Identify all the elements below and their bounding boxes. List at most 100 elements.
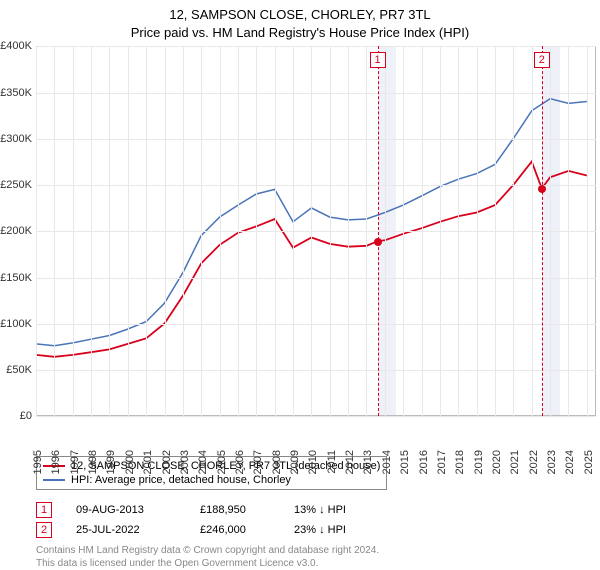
x-axis-label: 1998	[87, 450, 99, 474]
x-axis-label: 2016	[418, 450, 430, 474]
title-subtitle: Price paid vs. HM Land Registry's House …	[0, 24, 600, 42]
sale-marker-badge: 2	[534, 52, 550, 68]
gridline-v	[275, 46, 276, 416]
x-axis-label: 2019	[473, 450, 485, 474]
gridline-v	[440, 46, 441, 416]
y-axis-label: £300K	[0, 133, 32, 145]
x-axis-label: 2001	[142, 450, 154, 474]
gridline-v	[165, 46, 166, 416]
x-axis-label: 2004	[197, 450, 209, 474]
gridline-v	[348, 46, 349, 416]
gridline-v	[513, 46, 514, 416]
sale-price: £246,000	[200, 524, 270, 536]
x-axis-label: 2010	[307, 450, 319, 474]
gridline-v	[256, 46, 257, 416]
price-chart: £0£50K£100K£150K£200K£250K£300K£350K£400…	[36, 46, 596, 416]
gridline-v	[54, 46, 55, 416]
legend-row: HPI: Average price, detached house, Chor…	[43, 473, 380, 487]
footer-licence: This data is licensed under the Open Gov…	[36, 557, 590, 570]
y-axis-label: £250K	[0, 179, 32, 191]
sales-table: 1 09-AUG-2013 £188,950 13% ↓ HPI 2 25-JUL-202…	[36, 500, 590, 540]
gridline-v	[422, 46, 423, 416]
y-axis-label: £200K	[0, 225, 32, 237]
x-axis-label: 2003	[179, 450, 191, 474]
x-axis-label: 1997	[69, 450, 81, 474]
x-axis-label: 1995	[32, 450, 44, 474]
x-axis-label: 1999	[105, 450, 117, 474]
gridline-v	[128, 46, 129, 416]
gridline-v	[477, 46, 478, 416]
legend-swatch	[43, 479, 65, 481]
gridline-v	[73, 46, 74, 416]
y-axis-label: £400K	[0, 40, 32, 52]
x-axis-label: 2012	[344, 450, 356, 474]
x-axis-label: 2020	[491, 450, 503, 474]
sales-row: 1 09-AUG-2013 £188,950 13% ↓ HPI	[36, 500, 590, 520]
gridline-v	[36, 46, 37, 416]
x-axis-label: 2000	[124, 450, 136, 474]
gridline-h	[36, 185, 596, 186]
y-axis-label: £0	[20, 410, 32, 422]
gridline-v	[238, 46, 239, 416]
gridline-v	[330, 46, 331, 416]
gridline-v	[532, 46, 533, 416]
gridline-v	[183, 46, 184, 416]
sale-vs-hpi: 13% ↓ HPI	[294, 504, 384, 516]
gridline-h	[36, 324, 596, 325]
gridline-v	[293, 46, 294, 416]
footer-copyright: Contains HM Land Registry data © Crown c…	[36, 544, 590, 557]
x-axis-label: 2006	[234, 450, 246, 474]
gridline-v	[311, 46, 312, 416]
x-axis-label: 2009	[289, 450, 301, 474]
x-axis-label: 2022	[528, 450, 540, 474]
y-axis-label: £350K	[0, 87, 32, 99]
x-axis-label: 2014	[381, 450, 393, 474]
gridline-h	[36, 46, 596, 47]
gridline-v	[568, 46, 569, 416]
sale-date: 09-AUG-2013	[76, 504, 176, 516]
sale-marker-dot	[538, 185, 546, 193]
gridline-v	[109, 46, 110, 416]
gridline-h	[36, 139, 596, 140]
gridline-v	[458, 46, 459, 416]
x-axis-label: 1996	[50, 450, 62, 474]
x-axis-label: 2013	[362, 450, 374, 474]
sale-date: 25-JUL-2022	[76, 524, 176, 536]
sale-number-badge: 1	[36, 502, 52, 518]
gridline-v	[220, 46, 221, 416]
x-axis-label: 2021	[509, 450, 521, 474]
x-axis-label: 2008	[271, 450, 283, 474]
gridline-v	[587, 46, 588, 416]
y-axis-label: £150K	[0, 272, 32, 284]
sale-marker-line	[378, 46, 379, 416]
sales-row: 2 25-JUL-2022 £246,000 23% ↓ HPI	[36, 520, 590, 540]
gridline-v	[146, 46, 147, 416]
title-address: 12, SAMPSON CLOSE, CHORLEY, PR7 3TL	[0, 6, 600, 24]
gridline-v	[550, 46, 551, 416]
sale-marker-dot	[374, 238, 382, 246]
gridline-h	[36, 231, 596, 232]
x-axis-label: 2011	[326, 450, 338, 474]
gridline-h	[36, 370, 596, 371]
y-axis-label: £50K	[6, 364, 32, 376]
gridline-v	[495, 46, 496, 416]
legend-label: HPI: Average price, detached house, Chor…	[71, 474, 291, 486]
gridline-v	[201, 46, 202, 416]
x-axis-label: 2023	[546, 450, 558, 474]
x-axis-label: 2017	[436, 450, 448, 474]
gridline-h	[36, 416, 596, 417]
x-axis-label: 2025	[583, 450, 595, 474]
gridline-v	[91, 46, 92, 416]
sale-price: £188,950	[200, 504, 270, 516]
gridline-v	[403, 46, 404, 416]
x-axis-label: 2002	[161, 450, 173, 474]
gridline-h	[36, 278, 596, 279]
gridline-v	[385, 46, 386, 416]
sale-number-badge: 2	[36, 522, 52, 538]
y-axis-label: £100K	[0, 318, 32, 330]
gridline-v	[366, 46, 367, 416]
x-axis-label: 2024	[564, 450, 576, 474]
sale-vs-hpi: 23% ↓ HPI	[294, 524, 384, 536]
x-axis-label: 2015	[399, 450, 411, 474]
sale-marker-line	[542, 46, 543, 416]
